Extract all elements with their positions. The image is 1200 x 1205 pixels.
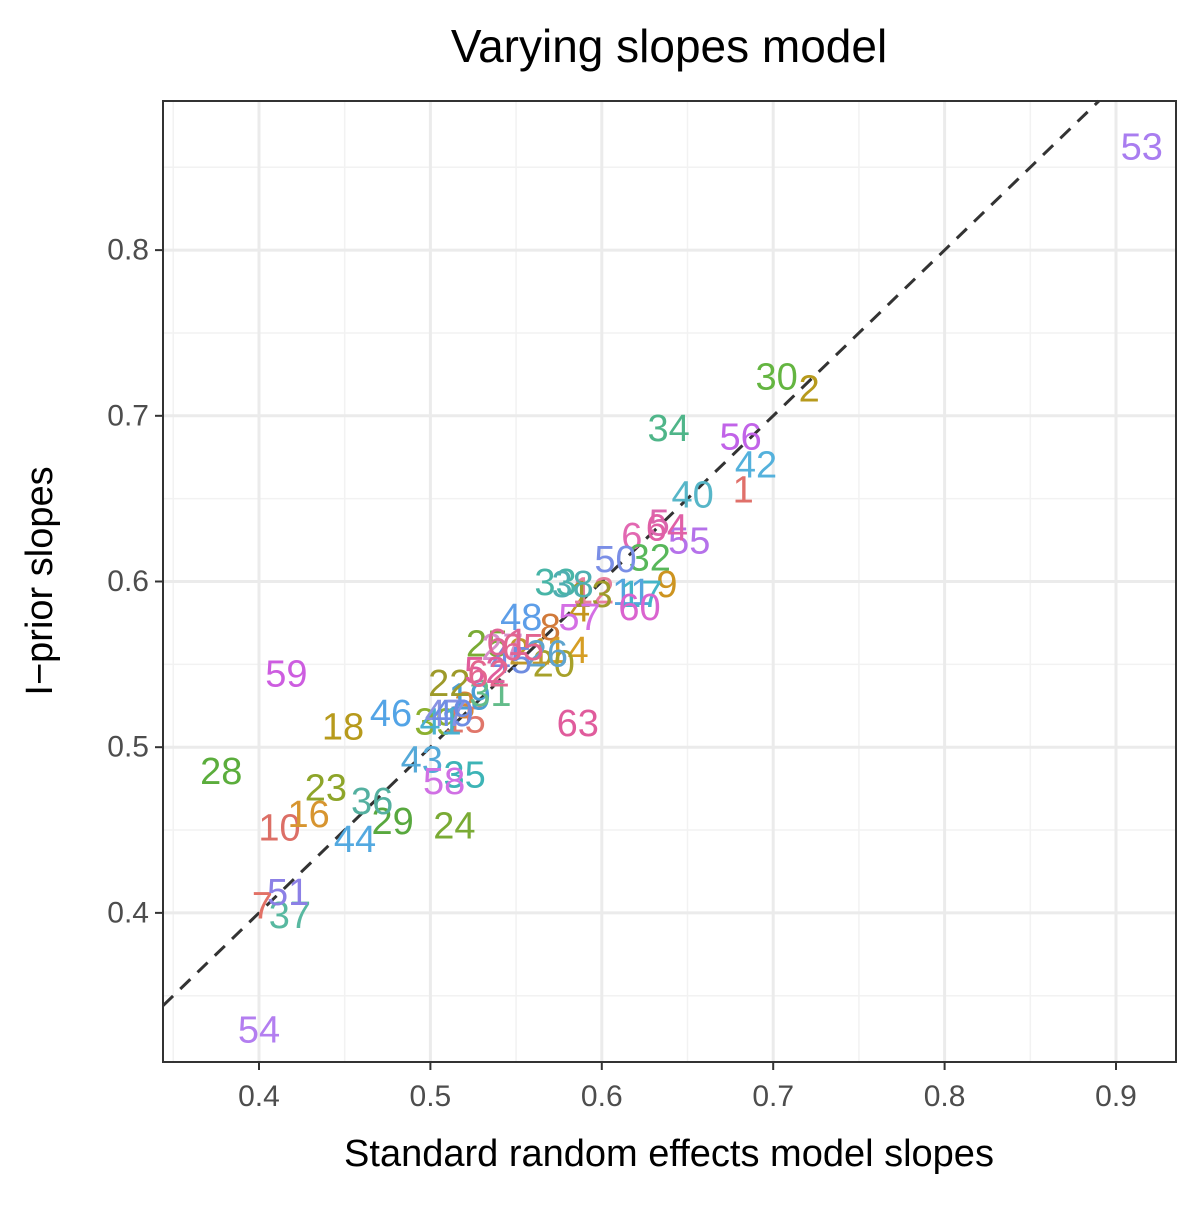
- point-label-4: 4: [569, 589, 590, 631]
- x-tick-label: 0.8: [924, 1080, 966, 1113]
- chart-title: Varying slopes model: [451, 20, 887, 72]
- point-label-44: 44: [334, 819, 376, 861]
- y-axis-ticks: 0.4 0.5 0.6 0.7 0.8: [107, 234, 163, 929]
- y-tick-label: 0.4: [107, 896, 149, 929]
- point-label-47: 47: [425, 693, 467, 735]
- y-axis-title: I−prior slopes: [19, 466, 61, 695]
- x-axis-ticks: 0.4 0.5 0.6 0.7 0.8 0.9: [238, 1062, 1137, 1113]
- point-label-34: 34: [648, 408, 690, 450]
- point-label-24: 24: [433, 806, 475, 848]
- point-label-12: 12: [572, 570, 614, 612]
- point-label-36: 36: [351, 781, 393, 823]
- point-label-5: 5: [649, 503, 670, 545]
- y-tick-label: 0.5: [107, 731, 149, 764]
- point-label-17: 17: [620, 574, 662, 616]
- point-label-1: 1: [733, 469, 754, 511]
- point-label-27: 27: [481, 627, 523, 669]
- point-label-30: 30: [755, 357, 797, 399]
- x-tick-label: 0.6: [581, 1080, 623, 1113]
- point-label-21: 21: [509, 632, 551, 674]
- point-label-2: 2: [799, 368, 820, 410]
- point-label-45: 45: [490, 640, 532, 682]
- point-label-25: 25: [466, 623, 508, 665]
- point-label-38: 38: [552, 564, 594, 606]
- x-tick-label: 0.4: [238, 1080, 280, 1113]
- point-label-58: 58: [423, 761, 465, 803]
- point-label-10: 10: [258, 807, 300, 849]
- point-label-56: 56: [719, 416, 761, 458]
- point-label-9: 9: [656, 564, 677, 606]
- point-label-37: 37: [269, 895, 311, 937]
- point-label-53: 53: [1121, 126, 1163, 168]
- point-label-43: 43: [401, 739, 443, 781]
- point-label-23: 23: [305, 768, 347, 810]
- point-label-31: 31: [469, 673, 511, 715]
- point-label-28: 28: [200, 751, 242, 793]
- point-label-60: 60: [618, 587, 660, 629]
- point-label-7: 7: [252, 885, 273, 927]
- y-tick-label: 0.6: [107, 565, 149, 598]
- point-label-39: 39: [414, 701, 456, 743]
- point-label-3: 3: [454, 685, 475, 727]
- point-label-35: 35: [444, 754, 486, 796]
- point-label-54: 54: [238, 1010, 280, 1052]
- x-axis-title: Standard random effects model slopes: [344, 1133, 994, 1175]
- point-label-19: 19: [449, 676, 491, 718]
- point-label-55: 55: [668, 521, 710, 563]
- point-label-46: 46: [370, 693, 412, 735]
- y-tick-label: 0.8: [107, 234, 149, 267]
- y-tick-label: 0.7: [107, 399, 149, 432]
- point-label-63: 63: [557, 703, 599, 745]
- point-label-29: 29: [372, 801, 414, 843]
- point-label-33: 33: [534, 562, 576, 604]
- point-label-50: 50: [594, 539, 636, 581]
- point-label-51: 51: [267, 872, 309, 914]
- point-label-32: 32: [629, 537, 671, 579]
- point-label-20: 20: [533, 643, 575, 685]
- point-label-65: 65: [502, 627, 544, 669]
- point-label-41: 41: [420, 701, 462, 743]
- x-tick-label: 0.9: [1095, 1080, 1137, 1113]
- point-label-52: 52: [464, 650, 506, 692]
- point-label-6: 6: [621, 516, 642, 558]
- reference-line-layer: [161, 99, 1100, 1007]
- point-label-61: 61: [486, 622, 528, 664]
- point-label-16: 16: [288, 794, 330, 836]
- point-label-15: 15: [444, 700, 486, 742]
- x-tick-label: 0.7: [752, 1080, 794, 1113]
- point-label-14: 14: [546, 630, 588, 672]
- data-points: 1234567891011121314151617181920212223242…: [200, 126, 1163, 1051]
- point-label-8: 8: [540, 607, 561, 649]
- point-label-42: 42: [735, 445, 777, 487]
- x-tick-label: 0.5: [410, 1080, 452, 1113]
- point-label-57: 57: [558, 597, 600, 639]
- point-label-26: 26: [526, 633, 568, 675]
- point-label-62: 62: [468, 653, 510, 695]
- point-label-13: 13: [570, 574, 612, 616]
- point-label-11: 11: [612, 572, 651, 614]
- point-label-49: 49: [432, 693, 474, 735]
- point-label-64: 64: [646, 507, 688, 549]
- point-label-59: 59: [265, 653, 307, 695]
- identity-reference-line: [161, 99, 1100, 1007]
- point-label-48: 48: [500, 597, 542, 639]
- point-label-18: 18: [322, 706, 364, 748]
- point-label-22: 22: [428, 663, 470, 705]
- point-label-40: 40: [671, 474, 713, 516]
